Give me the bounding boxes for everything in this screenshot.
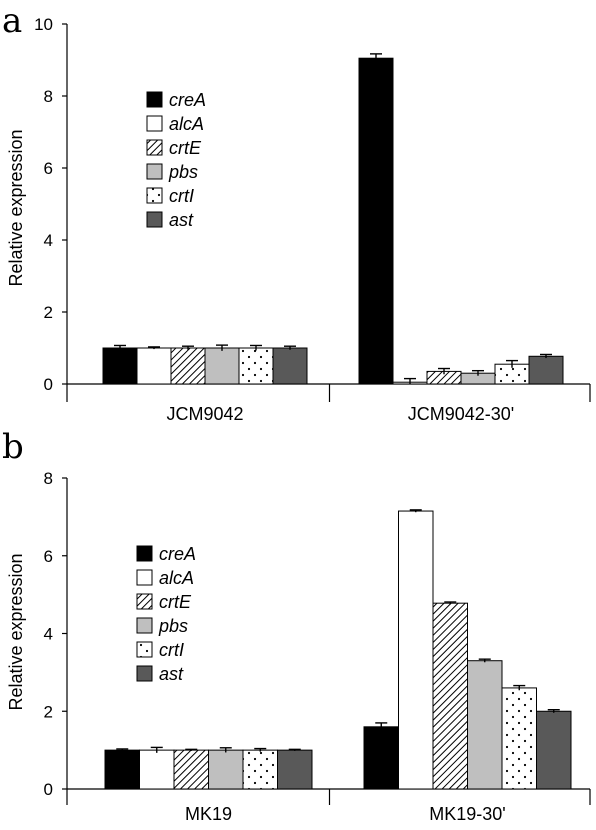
- y-tick-label: 0: [44, 375, 53, 394]
- bar-ast-1: [536, 710, 572, 790]
- bar-pbs-0: [204, 347, 240, 385]
- bar-crtI-0: [242, 749, 278, 790]
- panel-b-ylabel: Relative expression: [6, 553, 26, 710]
- legend-label-crtI: crtI: [159, 640, 184, 660]
- legend-swatch-creA: [146, 91, 163, 108]
- y-tick-label: 0: [44, 780, 53, 799]
- legend-label-creA: creA: [169, 90, 206, 110]
- bar-ast-0: [272, 347, 308, 385]
- bar-creA-1: [363, 726, 399, 790]
- bar-pbs-1: [467, 660, 503, 790]
- legend-label-crtE: crtE: [159, 592, 192, 612]
- bar-crtI-1: [501, 687, 537, 790]
- panel-b-letter: b: [2, 427, 24, 467]
- legend-swatch-crtI: [146, 187, 163, 204]
- y-tick-label: 8: [44, 87, 53, 106]
- bar-creA-1: [358, 57, 394, 385]
- x-category-label: MK19: [185, 804, 232, 824]
- bar-alcA-0: [139, 749, 175, 790]
- legend-swatch-crtI: [136, 641, 153, 658]
- legend-swatch-crtE: [146, 139, 163, 156]
- legend-label-alcA: alcA: [159, 568, 194, 588]
- panel-a-chart: 0 2 4 6 8 10 JCM9042 JCM9042-30' creA alcA crtE pbs…: [34, 15, 591, 424]
- legend-swatch-alcA: [136, 569, 153, 586]
- legend-label-crtI: crtI: [169, 186, 194, 206]
- panel-a-letter: a: [2, 1, 22, 41]
- legend-swatch-alcA: [146, 115, 163, 132]
- y-tick-label: 4: [44, 231, 53, 250]
- bar-pbs-0: [208, 749, 244, 790]
- y-tick-label: 10: [34, 15, 53, 34]
- legend-label-crtE: crtE: [169, 138, 202, 158]
- bar-crtE-0: [173, 749, 209, 790]
- legend-label-ast: ast: [169, 210, 194, 230]
- bar-ast-0: [277, 749, 313, 790]
- bar-alcA-1: [398, 510, 434, 790]
- y-tick-label: 6: [44, 547, 53, 566]
- legend-label-pbs: pbs: [158, 616, 188, 636]
- legend-swatch-creA: [136, 545, 153, 562]
- legend-swatch-pbs: [136, 617, 153, 634]
- x-category-label: JCM9042: [166, 404, 243, 424]
- y-tick-label: 2: [44, 303, 53, 322]
- y-tick-label: 4: [44, 625, 53, 644]
- bar-creA-0: [104, 749, 140, 790]
- bar-ast-1: [528, 355, 564, 385]
- y-tick-label: 6: [44, 159, 53, 178]
- legend-swatch-pbs: [146, 163, 163, 180]
- y-tick-label: 8: [44, 469, 53, 488]
- bar-crtE-1: [432, 602, 468, 790]
- legend-label-pbs: pbs: [168, 162, 198, 182]
- legend-swatch-crtE: [136, 593, 153, 610]
- legend-swatch-ast: [146, 211, 163, 228]
- bar-alcA-0: [136, 347, 172, 385]
- x-category-label: JCM9042-30': [408, 404, 515, 424]
- legend-label-alcA: alcA: [169, 114, 204, 134]
- panel-a-ylabel: Relative expression: [6, 129, 26, 286]
- bar-creA-0: [102, 347, 138, 385]
- legend-label-creA: creA: [159, 544, 196, 564]
- bar-crtI-0: [238, 347, 274, 385]
- panel-b-chart: 0 2 4 6 8 MK19 MK19-30' creA alcA crtE pbs crtI ast: [44, 469, 591, 824]
- legend-swatch-ast: [136, 665, 153, 682]
- bar-crtE-0: [170, 347, 206, 385]
- legend-label-ast: ast: [159, 664, 184, 684]
- y-tick-label: 2: [44, 702, 53, 721]
- x-category-label: MK19-30': [429, 804, 505, 824]
